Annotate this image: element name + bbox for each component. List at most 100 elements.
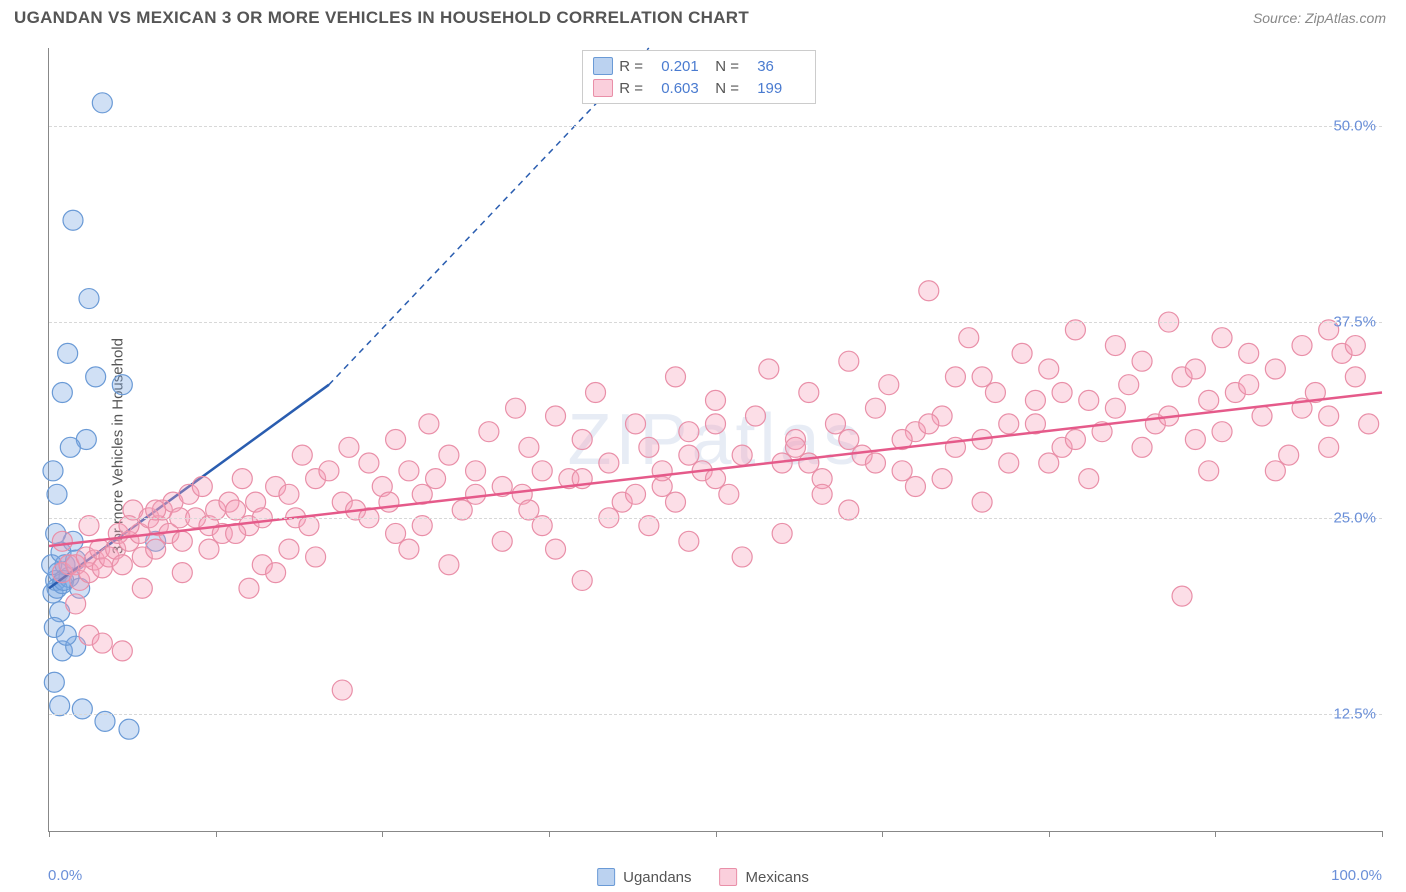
data-point bbox=[60, 437, 80, 457]
data-point bbox=[492, 531, 512, 551]
data-point bbox=[47, 484, 67, 504]
data-point bbox=[1212, 328, 1232, 348]
legend-n-label: N = bbox=[715, 58, 751, 75]
data-point bbox=[626, 414, 646, 434]
data-point bbox=[519, 437, 539, 457]
data-point bbox=[419, 414, 439, 434]
data-point bbox=[79, 289, 99, 309]
data-point bbox=[232, 469, 252, 489]
gridline bbox=[49, 518, 1382, 519]
data-point bbox=[359, 453, 379, 473]
data-point bbox=[1359, 414, 1379, 434]
series-legend: Ugandans Mexicans bbox=[597, 868, 809, 886]
data-point bbox=[1052, 383, 1072, 403]
data-point bbox=[706, 469, 726, 489]
data-point bbox=[1239, 375, 1259, 395]
x-axis-max-label: 100.0% bbox=[1331, 867, 1382, 884]
data-point bbox=[679, 422, 699, 442]
data-point bbox=[172, 531, 192, 551]
data-point bbox=[919, 414, 939, 434]
chart-header: UGANDAN VS MEXICAN 3 OR MORE VEHICLES IN… bbox=[0, 0, 1406, 34]
data-point bbox=[43, 461, 63, 481]
data-point bbox=[1119, 375, 1139, 395]
data-point bbox=[959, 328, 979, 348]
data-point bbox=[112, 641, 132, 661]
data-point bbox=[1012, 343, 1032, 363]
data-point bbox=[1039, 359, 1059, 379]
data-point bbox=[626, 484, 646, 504]
data-point bbox=[825, 414, 845, 434]
data-point bbox=[932, 469, 952, 489]
data-point bbox=[306, 547, 326, 567]
data-point bbox=[63, 210, 83, 230]
data-point bbox=[199, 539, 219, 559]
data-point bbox=[112, 375, 132, 395]
data-point bbox=[1199, 390, 1219, 410]
data-point bbox=[1185, 430, 1205, 450]
data-point bbox=[666, 492, 686, 512]
data-point bbox=[192, 476, 212, 496]
data-point bbox=[439, 555, 459, 575]
data-point bbox=[426, 469, 446, 489]
data-point bbox=[66, 594, 86, 614]
data-point bbox=[639, 437, 659, 457]
data-point bbox=[1292, 336, 1312, 356]
legend-n-value: 199 bbox=[757, 80, 805, 97]
data-point bbox=[1185, 359, 1205, 379]
data-point bbox=[1319, 406, 1339, 426]
data-point bbox=[379, 492, 399, 512]
x-tick bbox=[382, 831, 383, 837]
data-point bbox=[1105, 398, 1125, 418]
legend-r-label: R = bbox=[619, 58, 655, 75]
legend-r-value: 0.603 bbox=[661, 80, 709, 97]
data-point bbox=[706, 390, 726, 410]
data-point bbox=[279, 539, 299, 559]
legend-row: R =0.201N =36 bbox=[593, 55, 805, 77]
legend-item: Mexicans bbox=[720, 868, 809, 886]
data-point bbox=[919, 281, 939, 301]
data-point bbox=[479, 422, 499, 442]
data-point bbox=[332, 680, 352, 700]
data-point bbox=[1252, 406, 1272, 426]
data-point bbox=[439, 445, 459, 465]
legend-item: Ugandans bbox=[597, 868, 691, 886]
data-point bbox=[1105, 336, 1125, 356]
data-point bbox=[546, 539, 566, 559]
data-point bbox=[339, 437, 359, 457]
data-point bbox=[386, 430, 406, 450]
legend-swatch bbox=[720, 868, 738, 886]
data-point bbox=[112, 555, 132, 575]
y-tick-label: 12.5% bbox=[1333, 705, 1376, 722]
data-point bbox=[572, 430, 592, 450]
data-point bbox=[985, 383, 1005, 403]
x-tick bbox=[1215, 831, 1216, 837]
data-point bbox=[1279, 445, 1299, 465]
data-point bbox=[399, 461, 419, 481]
data-point bbox=[92, 93, 112, 113]
data-point bbox=[785, 437, 805, 457]
data-point bbox=[1079, 390, 1099, 410]
x-tick bbox=[49, 831, 50, 837]
data-point bbox=[1265, 461, 1285, 481]
data-point bbox=[799, 383, 819, 403]
data-point bbox=[839, 351, 859, 371]
data-point bbox=[1132, 351, 1152, 371]
data-point bbox=[44, 672, 64, 692]
data-point bbox=[92, 633, 112, 653]
data-point bbox=[466, 461, 486, 481]
data-point bbox=[679, 445, 699, 465]
data-point bbox=[1345, 367, 1365, 387]
data-point bbox=[399, 539, 419, 559]
data-point bbox=[132, 578, 152, 598]
data-point bbox=[999, 414, 1019, 434]
gridline bbox=[49, 126, 1382, 127]
data-point bbox=[1239, 343, 1259, 363]
legend-swatch bbox=[593, 79, 613, 97]
data-point bbox=[266, 563, 286, 583]
data-point bbox=[865, 398, 885, 418]
data-point bbox=[1172, 586, 1192, 606]
data-point bbox=[52, 531, 72, 551]
data-point bbox=[172, 563, 192, 583]
data-point bbox=[812, 484, 832, 504]
data-point bbox=[56, 625, 76, 645]
